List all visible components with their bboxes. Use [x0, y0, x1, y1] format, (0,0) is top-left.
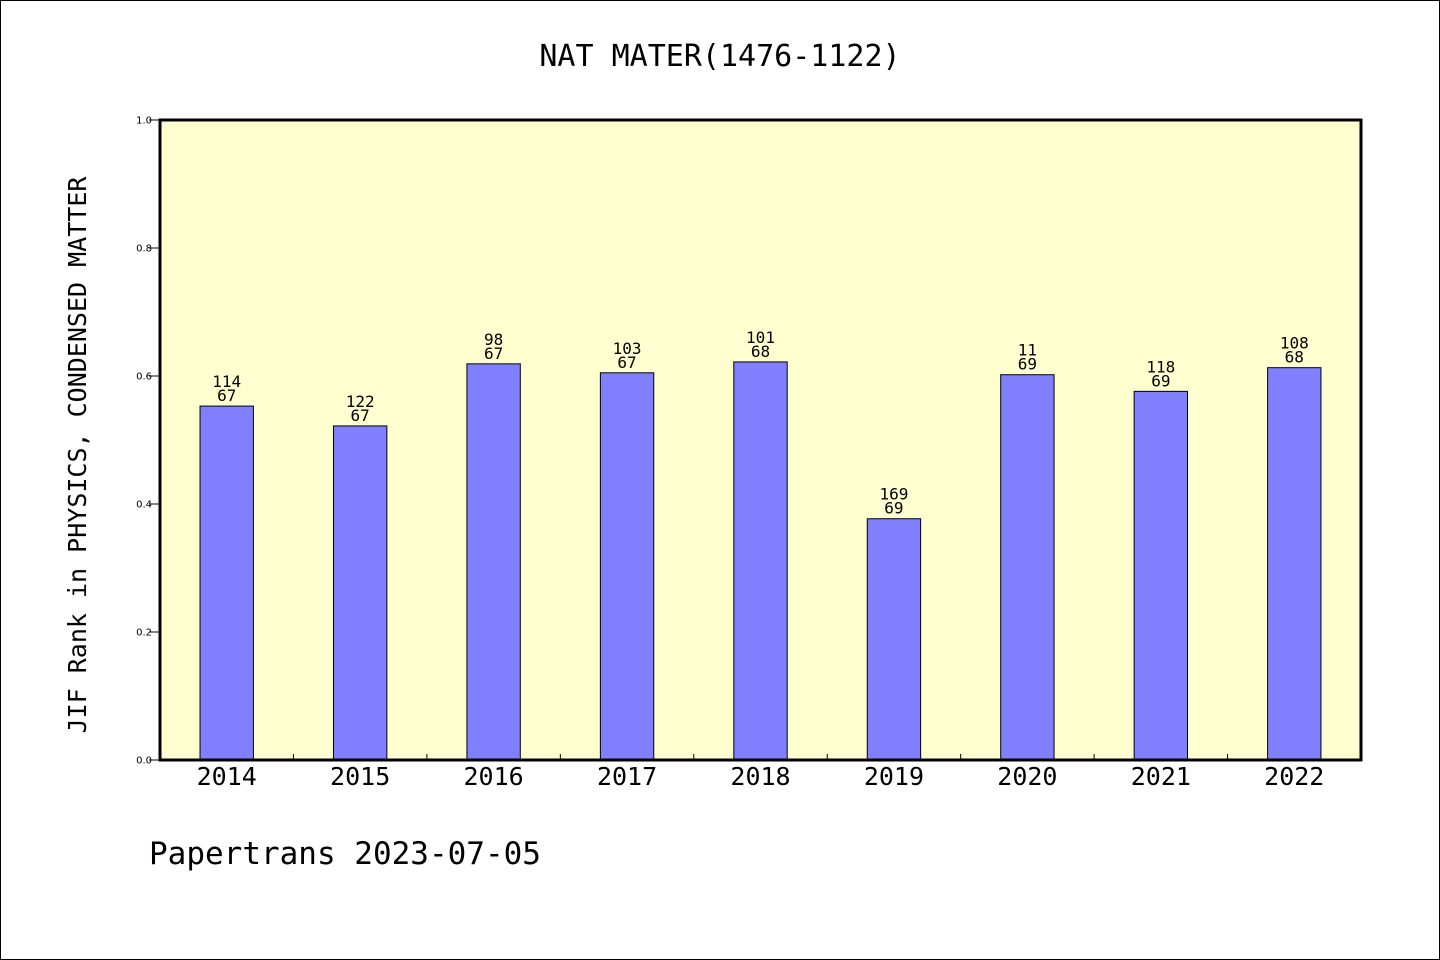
x-tick-label: 2022: [1264, 762, 1324, 791]
bar-2016: [466, 363, 521, 761]
chart-title: NAT MATER(1476-1122): [539, 39, 900, 74]
bar-label-bottom: 68: [1285, 348, 1304, 367]
bars-group: [199, 361, 1322, 761]
bar-2022: [1267, 367, 1322, 761]
y-tick-label: 1.0: [136, 116, 152, 127]
y-tick-label: 0.4: [136, 500, 152, 511]
y-axis-label: JIF Rank in PHYSICS, CONDENSED MATTER: [63, 176, 92, 734]
bar-label-bottom: 67: [217, 386, 236, 405]
bar-label-bottom: 69: [1018, 355, 1037, 374]
bar-2018: [733, 361, 788, 761]
bar-label-top: 114: [212, 372, 241, 391]
y-tick-label: 0.2: [136, 628, 152, 639]
bar-label-top: 122: [346, 392, 375, 411]
x-axis: 2014 2015 2016 2017 2018 2019 2020 2021 2022: [197, 754, 1324, 791]
x-tick-label: 2021: [1131, 762, 1191, 791]
bar-2015: [332, 425, 388, 761]
bar-label-top: 118: [1146, 357, 1175, 376]
bar-label-top: 169: [879, 485, 908, 504]
bar-label-bottom: 67: [617, 353, 636, 372]
footer-text: Papertrans 2023-07-05: [149, 836, 541, 872]
x-tick-label: 2016: [464, 762, 524, 791]
x-tick-label: 2014: [197, 762, 257, 791]
bar-label-top: 101: [746, 328, 775, 347]
x-tick-label: 2015: [330, 762, 390, 791]
y-tick-label: 0.6: [136, 372, 152, 383]
bar-label-bottom: 67: [484, 344, 503, 363]
bar-label-top: 103: [613, 339, 642, 358]
bar-label-top: 108: [1280, 334, 1309, 353]
bar-2017: [599, 372, 655, 761]
y-axis: 0.0 0.2 0.4 0.6 0.8 1.0: [136, 116, 160, 767]
plot-frame: [158, 118, 1363, 762]
bar-label-bottom: 69: [1151, 371, 1170, 390]
x-tick-label: 2019: [864, 762, 924, 791]
x-tick-label: 2018: [730, 762, 790, 791]
bar-label-bottom: 67: [351, 406, 370, 425]
x-tick-label: 2020: [997, 762, 1057, 791]
bar-2021: [1133, 390, 1189, 761]
y-tick-label: 0.8: [136, 244, 152, 255]
bar-2019: [866, 518, 922, 761]
x-tick-label: 2017: [597, 762, 657, 791]
bar-2020: [1000, 374, 1055, 761]
bar-label-bottom: 69: [884, 499, 903, 518]
bar-label-bottom: 68: [751, 342, 770, 361]
bar-label-top: 98: [484, 330, 503, 349]
y-tick-label: 0.0: [136, 756, 152, 767]
bar-2014: [199, 405, 254, 761]
bar-label-top: 11: [1018, 341, 1037, 360]
